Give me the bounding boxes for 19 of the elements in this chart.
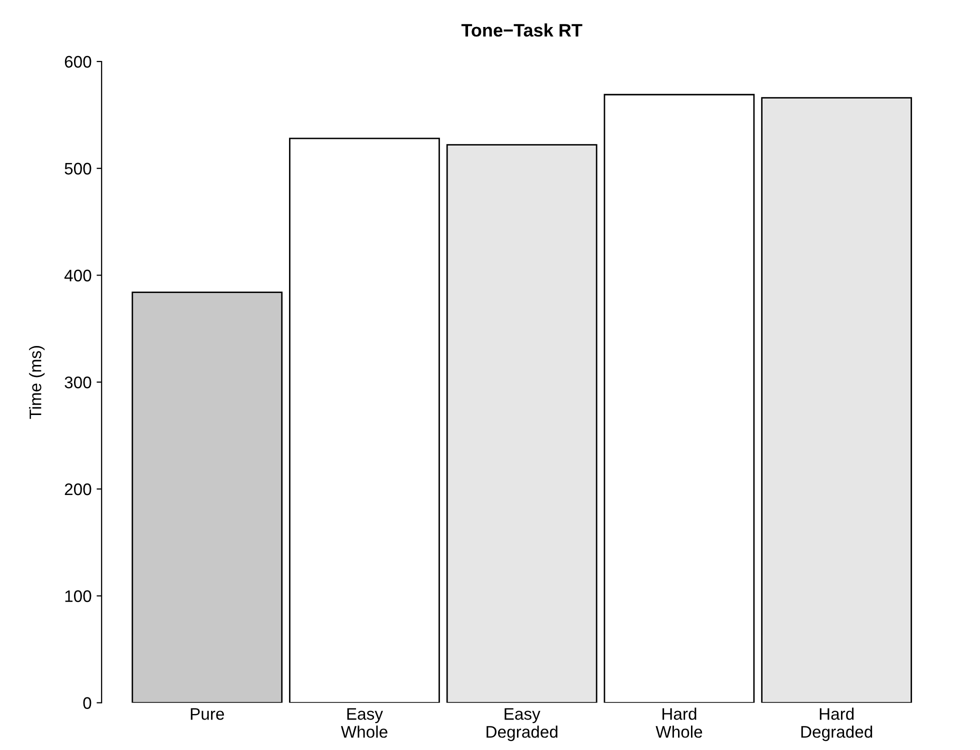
- x-tick-label: Easy Degraded: [486, 708, 558, 742]
- x-tick-label: Easy Whole: [340, 708, 388, 738]
- x-tick-label: Pure: [190, 708, 224, 720]
- x-tick-label: Hard Whole: [656, 708, 702, 738]
- y-tick-label: 100: [65, 590, 92, 602]
- y-axis-title: Time (ms): [29, 346, 45, 419]
- y-tick-label: 500: [64, 162, 92, 175]
- y-tick-label: 300: [64, 376, 92, 388]
- bar: [761, 97, 912, 703]
- bar: [132, 292, 283, 703]
- y-tick-label: 600: [64, 56, 92, 68]
- bar: [289, 138, 440, 703]
- bar: [604, 94, 755, 703]
- y-tick-label: 0: [83, 697, 92, 709]
- x-tick-label: Hard Degraded: [801, 708, 872, 742]
- chart-title: Tone−Task RT: [461, 23, 582, 37]
- bar: [446, 144, 598, 703]
- y-tick-label: 400: [64, 270, 92, 282]
- y-tick-label: 200: [64, 483, 92, 496]
